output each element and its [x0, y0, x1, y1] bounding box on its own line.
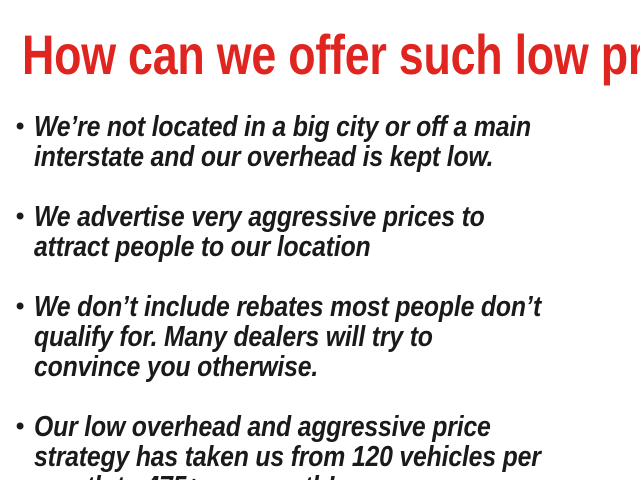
bullet-text-aggressive-pricing: We advertise very aggressive prices to a… — [34, 201, 485, 263]
bullet-point-icon: • — [13, 413, 28, 441]
bullet-text-no-rebates: We don’t include rebates most people don… — [34, 291, 542, 383]
list-item: • Our low overhead and aggressive price … — [12, 412, 628, 480]
bullet-point-icon: • — [13, 113, 28, 141]
bullet-text-volume-growth: Our low overhead and aggressive price st… — [34, 411, 541, 480]
list-item: • We’re not located in a big city or off… — [12, 112, 628, 172]
page-title: How can we offer such low prices? — [22, 23, 640, 86]
bullet-list: • We’re not located in a big city or off… — [12, 112, 628, 480]
bullet-point-icon: • — [13, 203, 28, 231]
list-item: • We don’t include rebates most people d… — [12, 292, 628, 382]
bullet-text-location-overhead: We’re not located in a big city or off a… — [34, 111, 532, 173]
bullet-point-icon: • — [13, 293, 28, 321]
list-item: • We advertise very aggressive prices to… — [12, 202, 628, 262]
